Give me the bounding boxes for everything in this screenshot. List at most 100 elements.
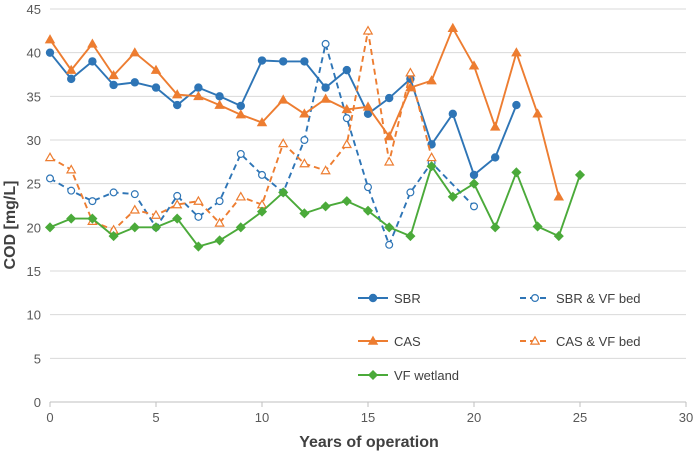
legend-marker xyxy=(367,369,379,381)
legend-item-sbr-vf-bed: SBR & VF bed xyxy=(520,291,641,306)
y-tick-label: 30 xyxy=(27,133,41,148)
legend-item-cas-vf-bed: CAS & VF bed xyxy=(520,334,641,349)
data-point xyxy=(258,170,267,179)
data-point xyxy=(235,191,247,201)
data-point xyxy=(193,241,204,252)
legend-item-cas: CAS xyxy=(358,334,421,349)
y-tick-label: 5 xyxy=(34,351,41,366)
data-point xyxy=(171,89,183,99)
data-point xyxy=(129,222,140,233)
y-tick-label: 25 xyxy=(27,177,41,192)
data-point xyxy=(468,60,480,70)
y-tick-label: 20 xyxy=(27,220,41,235)
data-point xyxy=(129,47,141,57)
x-tick-label: 20 xyxy=(467,410,481,425)
data-point xyxy=(512,100,521,110)
data-point xyxy=(172,100,182,110)
data-point xyxy=(341,104,353,114)
data-point xyxy=(341,196,352,207)
data-point xyxy=(362,205,374,216)
data-point xyxy=(193,90,204,101)
data-point xyxy=(299,108,310,118)
data-point xyxy=(426,161,437,172)
data-point xyxy=(215,92,224,101)
legend-item-vf-wetland: VF wetland xyxy=(358,368,459,383)
data-point xyxy=(406,188,415,197)
y-tick-label: 35 xyxy=(27,89,41,104)
data-point xyxy=(321,39,330,48)
legend-label: SBR xyxy=(394,291,421,306)
series-line-vf-wetland xyxy=(49,165,581,248)
x-tick-label: 30 xyxy=(679,410,693,425)
data-point xyxy=(108,231,119,242)
data-point xyxy=(468,178,480,189)
data-point xyxy=(532,221,543,232)
data-point xyxy=(342,65,351,75)
legend-marker xyxy=(529,335,541,345)
x-tick-label: 15 xyxy=(361,410,375,425)
series-cas xyxy=(44,22,565,201)
data-point xyxy=(448,109,457,119)
data-point xyxy=(45,174,54,183)
data-point xyxy=(65,164,77,174)
x-tick-label: 5 xyxy=(152,410,159,425)
data-point xyxy=(65,64,77,74)
data-point xyxy=(300,57,309,66)
data-point xyxy=(194,212,203,221)
data-point xyxy=(256,117,268,127)
data-point xyxy=(405,231,416,242)
x-tick-label: 25 xyxy=(573,410,587,425)
y-tick-label: 40 xyxy=(27,46,41,61)
data-point xyxy=(109,80,118,90)
series-vf-wetland xyxy=(44,161,586,252)
data-point xyxy=(214,235,225,246)
legend-label: VF wetland xyxy=(394,368,459,383)
data-point xyxy=(193,195,204,205)
y-tick-label: 15 xyxy=(27,264,41,279)
data-point xyxy=(87,38,98,48)
data-point xyxy=(383,131,395,141)
data-point xyxy=(320,165,331,175)
data-point xyxy=(364,183,373,192)
data-point xyxy=(257,56,267,65)
data-point xyxy=(427,140,436,149)
x-axis-title: Years of operation xyxy=(299,434,439,451)
data-point xyxy=(447,191,458,202)
data-point xyxy=(67,186,76,195)
legend: SBR SBR & VF bed CAS CAS & VF bed VF wetland xyxy=(358,291,641,383)
data-point xyxy=(300,136,309,145)
data-point xyxy=(277,94,289,104)
data-point xyxy=(109,188,118,197)
data-point xyxy=(470,202,479,211)
data-point xyxy=(532,108,543,118)
legend-label: SBR & VF bed xyxy=(556,291,641,306)
legend-marker xyxy=(367,335,379,345)
data-point xyxy=(150,209,162,219)
data-point xyxy=(194,83,203,92)
data-point xyxy=(426,152,437,162)
data-point xyxy=(173,191,182,200)
data-point xyxy=(214,217,225,227)
data-point xyxy=(88,57,97,66)
data-point xyxy=(66,213,77,224)
y-tick-label: 45 xyxy=(27,2,41,17)
data-point xyxy=(299,158,310,168)
data-point xyxy=(235,109,247,119)
data-point xyxy=(320,201,331,212)
data-point xyxy=(44,222,56,233)
data-point xyxy=(362,101,374,111)
y-tick-label: 0 xyxy=(34,395,41,410)
data-point xyxy=(385,240,394,249)
data-point xyxy=(384,222,395,233)
data-point xyxy=(469,170,479,180)
data-point xyxy=(383,156,395,166)
data-point xyxy=(426,75,437,85)
y-tick-label: 10 xyxy=(27,308,41,323)
data-point xyxy=(405,82,416,92)
data-point xyxy=(341,138,353,149)
data-point xyxy=(279,57,288,66)
data-point xyxy=(172,213,183,224)
data-point xyxy=(151,83,161,92)
data-point xyxy=(342,114,351,123)
